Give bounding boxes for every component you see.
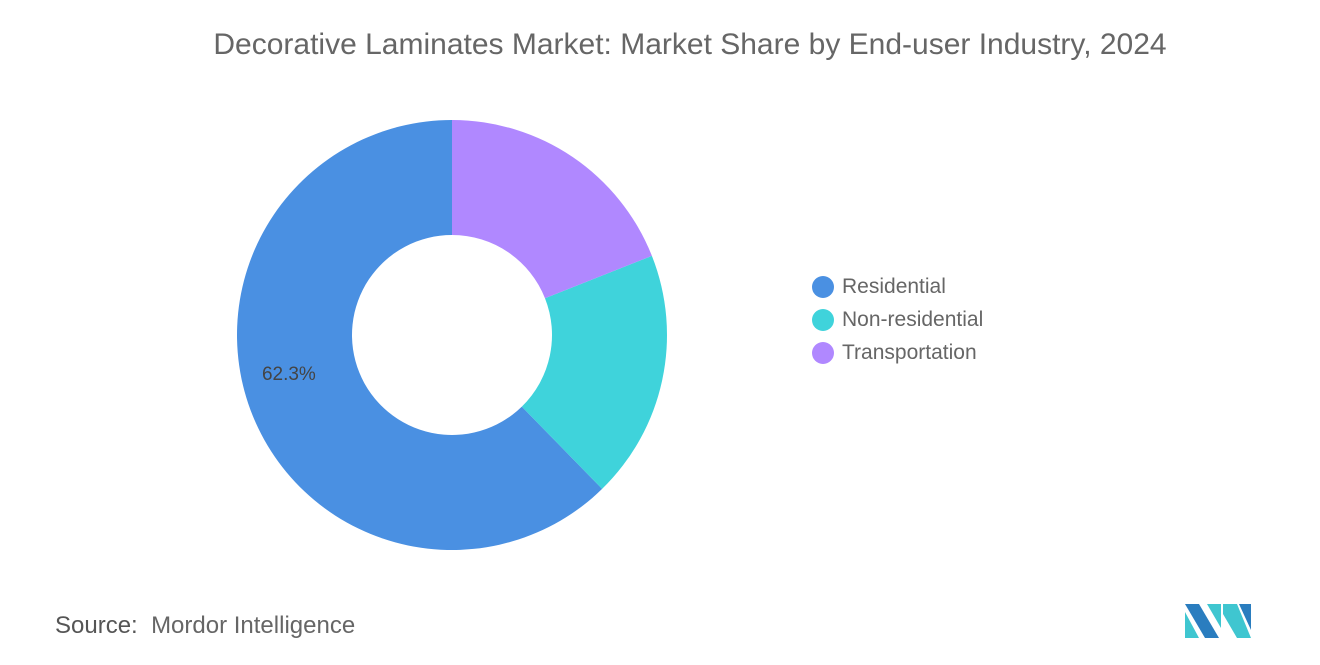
chart-title: Decorative Laminates Market: Market Shar… bbox=[213, 28, 1167, 61]
legend-item: Residential bbox=[812, 270, 983, 303]
legend-item: Non-residential bbox=[812, 303, 983, 336]
slice-non-residential bbox=[521, 255, 667, 489]
mordor-logo-icon bbox=[1185, 604, 1251, 638]
slice-residential bbox=[237, 120, 603, 550]
legend-swatch bbox=[812, 275, 834, 298]
legend: Residential Non-residential Transportation bbox=[812, 270, 983, 369]
source: Source: Mordor Intelligence bbox=[55, 612, 355, 640]
legend-label: Residential bbox=[842, 274, 946, 298]
legend-swatch bbox=[812, 308, 834, 331]
source-label: Source: bbox=[55, 612, 138, 639]
legend-label: Non-residential bbox=[842, 307, 984, 331]
slice-transportation bbox=[452, 120, 652, 299]
data-label: 62.3% bbox=[262, 364, 316, 385]
legend-label: Transportation bbox=[842, 340, 977, 364]
legend-item: Transportation bbox=[812, 336, 983, 369]
legend-swatch bbox=[812, 341, 834, 364]
source-value: Mordor Intelligence bbox=[151, 612, 356, 639]
